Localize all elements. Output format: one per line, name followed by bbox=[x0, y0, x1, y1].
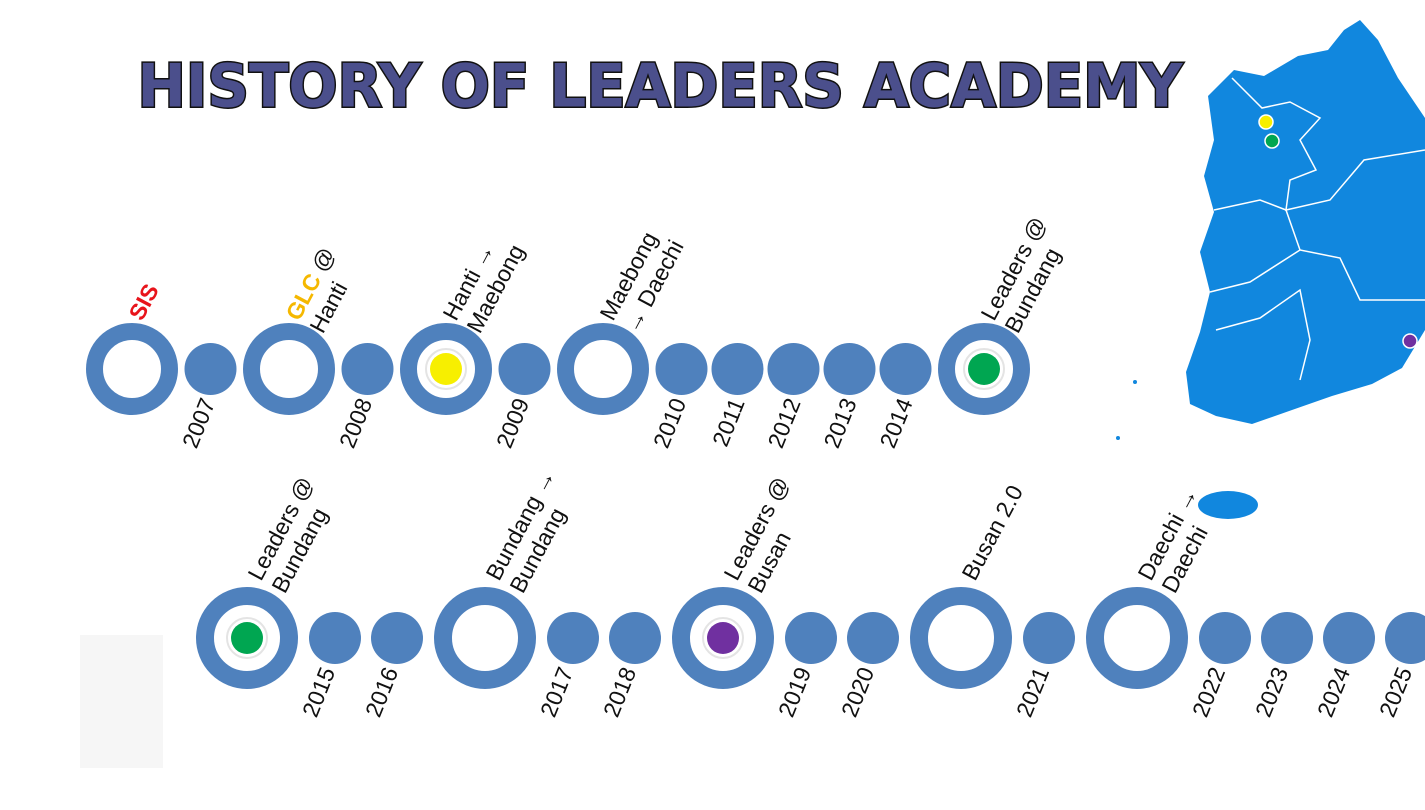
title: HISTORY OF LEADERS ACADEMY bbox=[138, 52, 1184, 122]
dot bbox=[1323, 612, 1375, 664]
ring bbox=[1086, 587, 1188, 689]
year-dot bbox=[847, 612, 899, 664]
dot bbox=[1199, 612, 1251, 664]
ring bbox=[434, 587, 536, 689]
year-dot bbox=[609, 612, 661, 664]
dot bbox=[847, 612, 899, 664]
faint-box bbox=[80, 635, 163, 768]
year-dot bbox=[184, 343, 237, 395]
dot bbox=[309, 612, 361, 664]
year-dot bbox=[879, 343, 932, 395]
region-border bbox=[1231, 77, 1425, 211]
year-dot bbox=[498, 343, 551, 395]
dot bbox=[498, 343, 551, 395]
dot bbox=[1023, 612, 1075, 664]
dot bbox=[767, 343, 820, 395]
dot bbox=[655, 343, 708, 395]
ring bbox=[243, 323, 335, 415]
map-marker bbox=[1264, 133, 1280, 149]
map-marker bbox=[1258, 114, 1274, 130]
dot bbox=[823, 343, 876, 395]
map-marker bbox=[1402, 333, 1418, 349]
ring bbox=[910, 587, 1012, 689]
ring bbox=[86, 323, 178, 415]
dot bbox=[785, 612, 837, 664]
dot bbox=[879, 343, 932, 395]
marker bbox=[968, 353, 1000, 385]
islet bbox=[1116, 436, 1120, 440]
marker bbox=[231, 622, 263, 654]
dot bbox=[341, 343, 394, 395]
marker bbox=[430, 353, 462, 385]
dot bbox=[1385, 612, 1425, 664]
year-dot: 2011 bbox=[655, 343, 750, 450]
marker bbox=[707, 622, 739, 654]
islet bbox=[1133, 380, 1137, 384]
dot bbox=[184, 343, 237, 395]
ring bbox=[557, 323, 649, 415]
year-dot bbox=[1385, 612, 1425, 664]
mainland bbox=[1186, 20, 1425, 424]
dot bbox=[1261, 612, 1313, 664]
jeju-island bbox=[1198, 491, 1258, 519]
dot bbox=[547, 612, 599, 664]
year-dot bbox=[371, 612, 423, 664]
year-dot bbox=[341, 343, 394, 395]
dot bbox=[711, 343, 764, 395]
year-dot bbox=[1023, 612, 1075, 664]
dot bbox=[609, 612, 661, 664]
region-border bbox=[1209, 249, 1301, 293]
dot bbox=[371, 612, 423, 664]
year-dot: 2013 bbox=[767, 343, 862, 452]
region-border bbox=[1215, 288, 1311, 381]
korea-map bbox=[1116, 20, 1425, 519]
